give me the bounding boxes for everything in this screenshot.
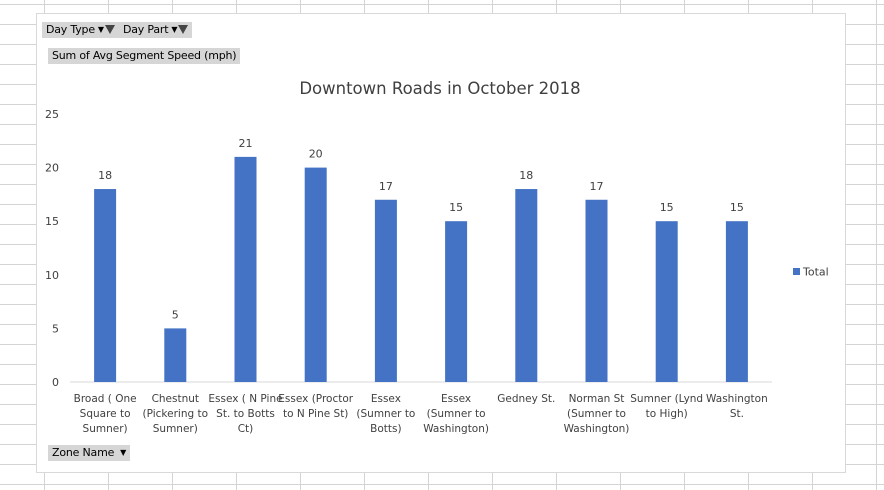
category-labels: Broad ( One Square to Sumner)Chestnut (Pick… bbox=[74, 393, 768, 435]
category-label: Essex ( N Pine St. to Botts Ct) bbox=[208, 393, 282, 435]
bar[interactable] bbox=[585, 199, 608, 382]
data-label: 15 bbox=[660, 201, 674, 214]
chevron-down-icon: ▼ bbox=[171, 25, 178, 34]
y-tick-label: 25 bbox=[45, 108, 59, 121]
bars bbox=[94, 156, 748, 382]
category-label: Norman St (Sumner to Washington) bbox=[564, 393, 630, 435]
data-label: 17 bbox=[379, 180, 393, 193]
bar[interactable] bbox=[374, 199, 397, 382]
data-label: 20 bbox=[309, 148, 323, 161]
bar[interactable] bbox=[725, 221, 748, 382]
y-tick-label: 15 bbox=[45, 215, 59, 228]
data-label: 15 bbox=[730, 201, 744, 214]
filter-icon bbox=[178, 25, 189, 34]
category-label: Essex (Sumner to Washington) bbox=[423, 393, 489, 435]
day-part-label: Day Part bbox=[123, 23, 169, 36]
zone-name-axis-button[interactable]: Zone Name ▼ bbox=[48, 445, 131, 461]
chart-title: Downtown Roads in October 2018 bbox=[299, 79, 580, 98]
y-tick-label: 0 bbox=[52, 376, 59, 389]
category-label: Sumner (Lynd to High) bbox=[630, 393, 703, 420]
data-label: 18 bbox=[98, 169, 112, 182]
zone-name-label: Zone Name bbox=[52, 446, 115, 459]
data-label: 21 bbox=[239, 137, 253, 150]
day-type-filter-button[interactable]: Day Type ▼ bbox=[42, 22, 119, 38]
data-label: 15 bbox=[449, 201, 463, 214]
category-label: Essex (Sumner to Botts) bbox=[356, 393, 415, 435]
filter-icon bbox=[104, 25, 115, 34]
bar[interactable] bbox=[234, 156, 257, 382]
day-type-label: Day Type bbox=[46, 23, 95, 36]
pivot-chart-area[interactable] bbox=[36, 13, 846, 473]
bar[interactable] bbox=[655, 221, 678, 382]
y-axis-ticks: 0 5 10 15 20 25 bbox=[45, 108, 59, 389]
category-label: Gedney St. bbox=[497, 393, 555, 405]
bar[interactable] bbox=[304, 167, 327, 382]
bar[interactable] bbox=[94, 189, 117, 382]
bar[interactable] bbox=[164, 328, 187, 382]
values-field-label: Sum of Avg Segment Speed (mph) bbox=[52, 49, 237, 62]
category-label: Chestnut (Pickering to Sumner) bbox=[143, 393, 209, 435]
day-part-filter-button[interactable]: Day Part ▼ bbox=[119, 22, 193, 38]
category-label: Washington St. bbox=[706, 393, 768, 420]
legend-swatch bbox=[793, 268, 800, 275]
y-tick-label: 20 bbox=[45, 162, 59, 175]
bar[interactable] bbox=[515, 189, 538, 382]
category-label: Broad ( One Square to Sumner) bbox=[74, 393, 137, 435]
bar[interactable] bbox=[445, 221, 468, 382]
data-labels: 18 5 21 20 17 15 18 17 15 15 bbox=[98, 137, 744, 322]
values-field-button[interactable]: Sum of Avg Segment Speed (mph) bbox=[48, 48, 241, 64]
data-label: 17 bbox=[590, 180, 604, 193]
legend-label: Total bbox=[802, 266, 829, 279]
y-tick-label: 10 bbox=[45, 269, 59, 282]
chevron-down-icon: ▼ bbox=[120, 448, 127, 457]
data-label: 5 bbox=[172, 308, 179, 321]
category-label: Essex (Proctor to N Pine St) bbox=[278, 393, 353, 420]
chevron-down-icon: ▼ bbox=[97, 25, 104, 34]
y-tick-label: 5 bbox=[52, 322, 59, 335]
data-label: 18 bbox=[519, 169, 533, 182]
legend: Total bbox=[793, 266, 829, 279]
